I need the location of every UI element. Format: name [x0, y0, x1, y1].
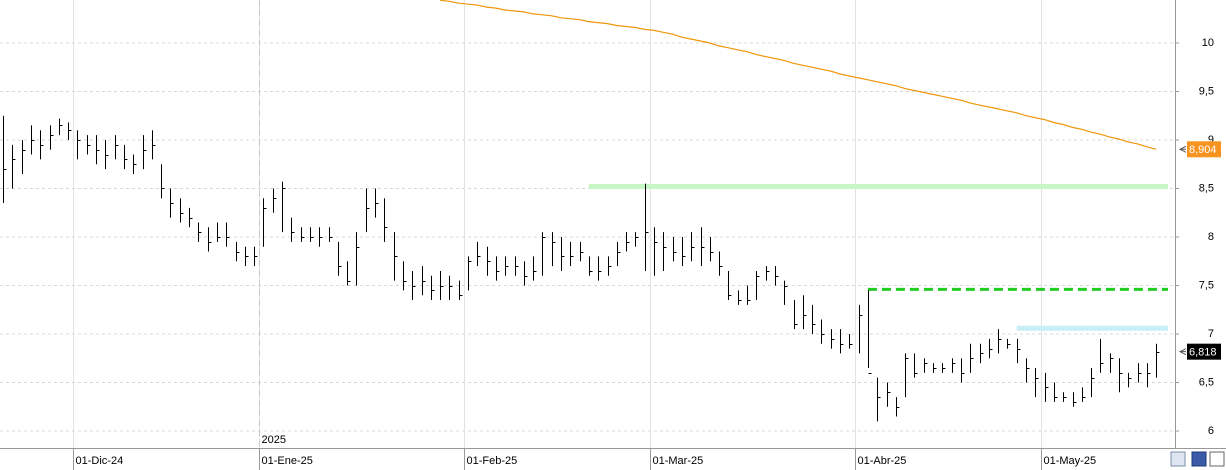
y-tick-label: 7,5: [1199, 279, 1214, 291]
toolbar-icons: [1170, 451, 1225, 467]
x-tick-label: 01-Ene-25: [262, 455, 313, 467]
window-icon[interactable]: [1209, 451, 1225, 467]
icon[interactable]: [1170, 451, 1186, 467]
last-value-label: 6,818: [1189, 347, 1217, 359]
last-value-box: [1187, 141, 1221, 158]
y-tick-label: 10: [1202, 37, 1214, 49]
y-tick-label: 9,5: [1199, 85, 1214, 97]
y-tick-label: 8,5: [1199, 182, 1214, 194]
x-tick-label: 01-Feb-25: [467, 455, 518, 467]
x-tick-label: 01-Dic-24: [76, 455, 124, 467]
year-label: 2025: [262, 434, 286, 446]
last-value-label: 8,904: [1189, 144, 1217, 156]
moving-average-line: [440, 0, 1157, 150]
save-icon[interactable]: [1191, 451, 1207, 467]
x-tick-label: 01-Mar-25: [653, 455, 704, 467]
last-value-arrow: [1178, 145, 1187, 153]
last-value-arrow: [1178, 348, 1187, 356]
x-tick-label: 01-Abr-25: [858, 455, 907, 467]
y-tick-label: 9: [1208, 134, 1214, 146]
x-tick-label: 01-May-25: [1044, 455, 1097, 467]
y-tick-label: 7: [1208, 328, 1214, 340]
y-tick-label: 6: [1208, 425, 1214, 437]
y-tick-label: 8: [1208, 231, 1214, 243]
last-value-box: [1187, 343, 1221, 360]
y-tick-label: 6,5: [1199, 376, 1214, 388]
